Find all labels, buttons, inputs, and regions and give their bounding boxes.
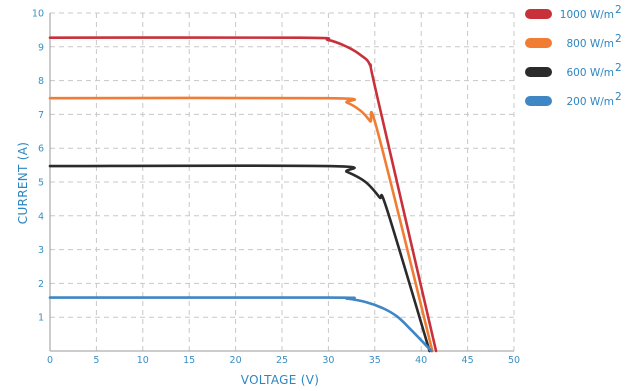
legend-label: 200 W/m: [566, 96, 614, 108]
y-tick-label: 2: [38, 279, 44, 290]
x-tick-label: 40: [415, 355, 427, 366]
legend-item: 600 W/m 2: [525, 62, 622, 79]
series-line-2: [48, 164, 431, 353]
legend-label-superscript: 2: [615, 91, 622, 103]
legend-label: 800 W/m: [566, 38, 614, 50]
x-tick-label: 10: [137, 355, 149, 366]
legend-swatch: [525, 38, 552, 48]
legend-label-superscript: 2: [615, 62, 622, 74]
x-axis-title: VOLTAGE (V): [241, 373, 319, 387]
y-tick-label: 5: [38, 178, 44, 189]
legend-swatch: [525, 67, 552, 77]
x-tick-label: 25: [276, 355, 288, 366]
y-tick-label: 9: [38, 42, 44, 53]
legend-item: 800 W/m 2: [525, 33, 622, 50]
y-axis-title: CURRENT (A): [16, 142, 30, 224]
y-tick-label: 3: [38, 245, 44, 256]
series-lines: [48, 36, 438, 353]
y-tick-label: 4: [38, 211, 44, 222]
series-line-1: [48, 96, 434, 353]
legend-swatch: [525, 9, 552, 19]
legend-label: 1000 W/m: [560, 9, 614, 21]
legend-item: 1000 W/m 2: [525, 4, 622, 21]
legend-item: 200 W/m 2: [525, 91, 622, 108]
y-tick-label: 8: [38, 76, 44, 87]
x-tick-label: 15: [183, 355, 195, 366]
legend-label-superscript: 2: [615, 4, 622, 16]
y-tick-label: 1: [38, 313, 44, 324]
legend-label: 600 W/m: [566, 67, 614, 79]
x-tick-label: 5: [93, 355, 99, 366]
series-line-0: [48, 36, 438, 353]
x-tick-label: 35: [369, 355, 381, 366]
grid: [50, 12, 515, 351]
x-tick-label: 20: [230, 355, 242, 366]
legend-label-superscript: 2: [615, 33, 622, 45]
x-tick-label: 0: [47, 355, 53, 366]
y-tick-label: 10: [32, 9, 44, 20]
x-tick-label: 45: [462, 355, 474, 366]
x-tick-label: 30: [322, 355, 334, 366]
series-line-3: [48, 296, 433, 353]
y-tick-label: 7: [38, 110, 44, 121]
legend-swatch: [525, 96, 552, 106]
y-tick-label: 6: [38, 144, 44, 155]
axes: [49, 13, 514, 352]
x-tick-label: 50: [508, 355, 520, 366]
